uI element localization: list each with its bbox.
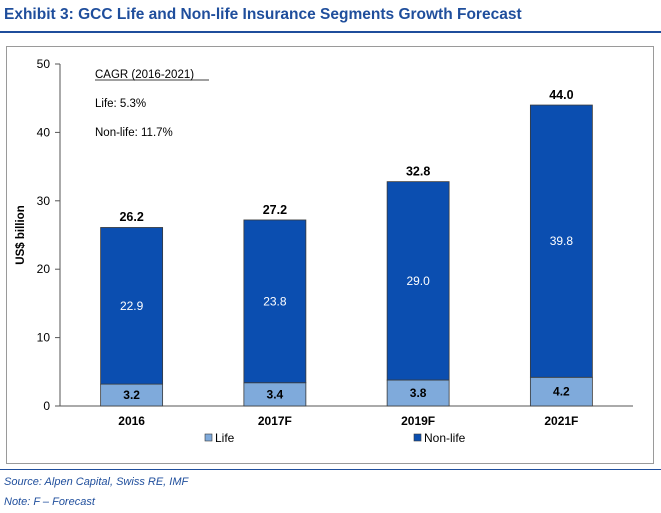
chart-legend: Life Non-life: [204, 431, 466, 445]
x-tick-label: 2016: [118, 414, 145, 428]
y-tick-label: 30: [37, 194, 51, 208]
total-value-label: 32.8: [406, 165, 430, 179]
x-tick-label: 2021F: [544, 414, 578, 428]
title-divider: [0, 31, 661, 33]
nonlife-value-label: 39.8: [550, 234, 574, 248]
life-value-label: 4.2: [553, 385, 570, 399]
y-axis-title: US$ billion: [15, 205, 27, 264]
source-note: Source: Alpen Capital, Swiss RE, IMF: [4, 476, 189, 488]
total-value-label: 27.2: [263, 203, 287, 217]
legend-label: Life: [215, 431, 235, 445]
total-value-label: 44.0: [549, 88, 573, 102]
exhibit-title: Exhibit 3: GCC Life and Non-life Insuran…: [4, 6, 522, 23]
chart-frame: 0 10 20 30 40 50 US$ billion 3.2 22.9 26.2 2016 3.…: [6, 46, 654, 464]
cagr-annotation: CAGR (2016-2021) Life: 5.3% Non-life: 11.7…: [95, 69, 209, 139]
bar-non-life-segment: [100, 227, 164, 385]
y-tick-label: 50: [37, 57, 51, 71]
cagr-heading: CAGR (2016-2021): [95, 69, 194, 81]
bar-non-life-segment: [386, 181, 450, 381]
legend-label: Non-life: [424, 431, 466, 445]
x-tick-label: 2017F: [258, 414, 292, 428]
legend-swatch: [204, 433, 213, 442]
life-value-label: 3.8: [410, 386, 427, 400]
bar-non-life-segment: [529, 104, 593, 378]
x-tick-label: 2019F: [401, 414, 435, 428]
y-tick-label: 40: [37, 125, 51, 139]
bar-life-segment: [529, 376, 593, 407]
total-value-label: 26.2: [119, 210, 143, 224]
life-value-label: 3.4: [267, 387, 284, 401]
y-tick-label: 10: [37, 331, 51, 345]
nonlife-value-label: 23.8: [263, 294, 287, 308]
nonlife-value-label: 29.0: [406, 274, 430, 288]
cagr-line: Life: 5.3%: [95, 98, 146, 110]
cagr-line: Non-life: 11.7%: [95, 127, 173, 139]
footer-divider: [0, 469, 661, 470]
life-value-label: 3.2: [123, 388, 140, 402]
bar-non-life-segment: [243, 219, 307, 384]
chart-bars: [100, 104, 593, 407]
y-tick-label: 0: [43, 399, 50, 413]
bar-life-segment: [386, 379, 450, 407]
legend-swatch: [413, 433, 422, 442]
chart-labels: 3.2 22.9 26.2 2016 3.4 23.8 27.2 2017F 3.8 29.0 32…: [118, 88, 578, 428]
nonlife-value-label: 22.9: [120, 299, 144, 313]
forecast-note: Note: F – Forecast: [4, 496, 95, 508]
y-tick-label: 20: [37, 262, 51, 276]
